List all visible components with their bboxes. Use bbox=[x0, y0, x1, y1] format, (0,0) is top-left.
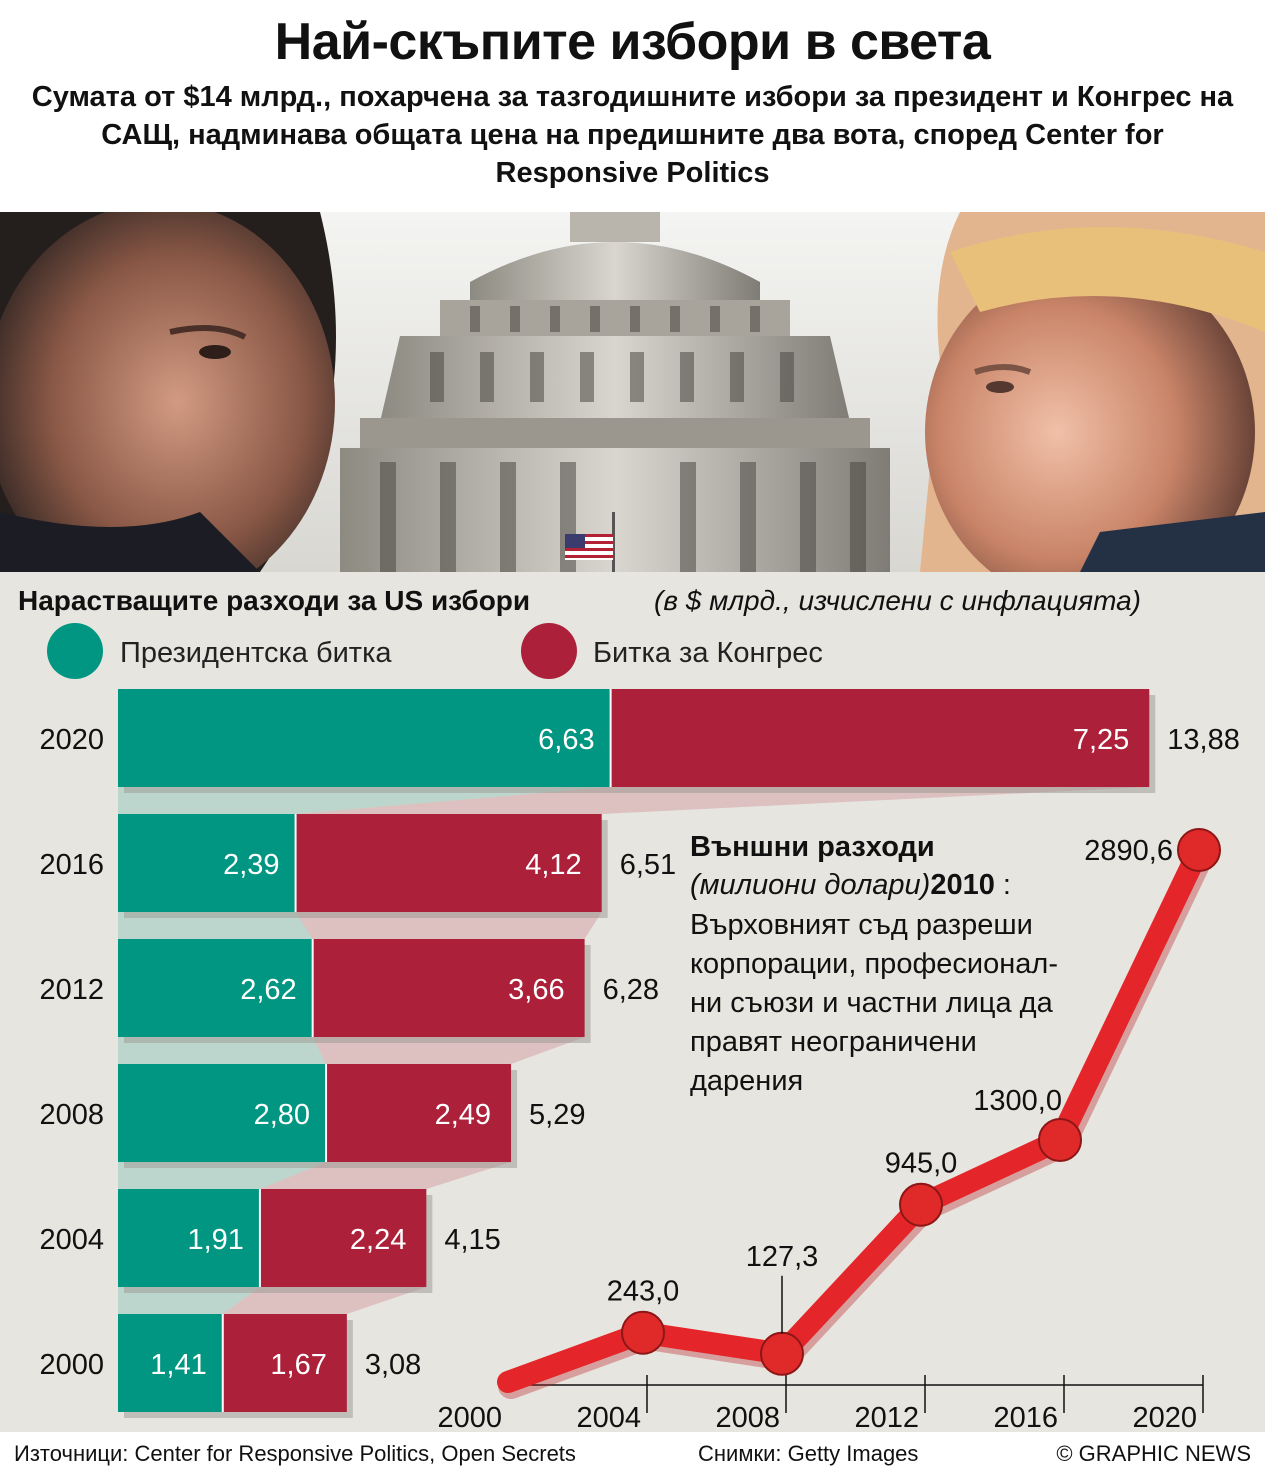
legend-swatch-congress bbox=[521, 623, 577, 679]
line-value-label-2012: 945,0 bbox=[885, 1148, 958, 1180]
annotation-line: Върховният съд разреши bbox=[690, 909, 1033, 941]
value-label-presidential-2020: 6,63 bbox=[538, 724, 594, 756]
value-label-congress-2000: 1,67 bbox=[270, 1349, 326, 1381]
total-label-2004: 4,15 bbox=[444, 1224, 500, 1256]
legend-swatch-presidential bbox=[47, 623, 103, 679]
year-label-2004: 2004 bbox=[39, 1224, 104, 1256]
copyright: © GRAPHIC NEWS bbox=[1056, 1441, 1251, 1466]
value-label-congress-2004: 2,24 bbox=[350, 1224, 406, 1256]
us-flag bbox=[565, 512, 615, 572]
value-label-presidential-2000: 1,41 bbox=[150, 1349, 206, 1381]
line-x-tick-label-2008: 2008 bbox=[715, 1402, 780, 1432]
bar-presidential-2016 bbox=[118, 814, 296, 912]
source-credit: Източници: Center for Responsive Politic… bbox=[14, 1441, 576, 1466]
annotation-line: ни съюзи и частни лица да bbox=[690, 987, 1054, 1019]
capitol-dome bbox=[340, 212, 890, 572]
header: Най-скъпите избори в света Сумата от $14… bbox=[0, 0, 1265, 212]
page-title: Най-скъпите избори в света bbox=[274, 13, 991, 71]
annotation-line: дарения bbox=[690, 1065, 803, 1097]
line-chart-subtitle: (милиони долари)2010 : bbox=[690, 869, 1011, 901]
bar-presidential-2004 bbox=[118, 1189, 260, 1287]
value-label-presidential-2012: 2,62 bbox=[240, 974, 296, 1006]
value-label-congress-2012: 3,66 bbox=[508, 974, 564, 1006]
connector-presidential bbox=[118, 1287, 260, 1314]
line-value-label-2020: 2890,6 bbox=[1084, 835, 1173, 867]
bar-congress-2012 bbox=[312, 939, 585, 1037]
line-chart: 2000 2004 2008 2012 2016 2020 243,0 127,3 945,0 1… bbox=[437, 828, 1221, 1432]
line-x-tick-label-2012: 2012 bbox=[854, 1402, 919, 1432]
year-label-2012: 2012 bbox=[39, 974, 104, 1006]
total-label-2012: 6,28 bbox=[603, 974, 659, 1006]
annotation-line: правят неограничени bbox=[690, 1026, 977, 1058]
line-chart-unit: (милиони долари) bbox=[690, 869, 930, 901]
total-label-2000: 3,08 bbox=[365, 1349, 421, 1381]
bar-presidential-2012 bbox=[118, 939, 313, 1037]
value-label-congress-2020: 7,25 bbox=[1073, 724, 1129, 756]
line-x-tick-label-2000: 2000 bbox=[437, 1402, 502, 1432]
total-label-2020: 13,88 bbox=[1167, 724, 1240, 756]
year-label-2020: 2020 bbox=[39, 724, 104, 756]
line-x-tick-label-2004: 2004 bbox=[576, 1402, 641, 1432]
line-value-label-2016: 1300,0 bbox=[973, 1085, 1062, 1117]
line-series bbox=[497, 839, 1210, 1393]
page-subtitle: Сумата от $14 млрд., похарчена за тазгод… bbox=[31, 81, 1234, 189]
chart-area: Нарастващите разходи за US избори (в $ м… bbox=[18, 585, 1240, 1432]
bar-congress-2004 bbox=[259, 1189, 427, 1287]
line-chart-annotation: Външни разходи (милиони долари)2010 : Въ… bbox=[690, 831, 1058, 1097]
connector-presidential bbox=[118, 912, 313, 939]
connector-presidential bbox=[118, 787, 611, 814]
year-label-2016: 2016 bbox=[39, 849, 104, 881]
line-value-label-2008: 127,3 bbox=[746, 1241, 819, 1273]
line-x-tick-label-2020: 2020 bbox=[1132, 1402, 1197, 1432]
line-chart-title: Външни разходи bbox=[690, 831, 935, 863]
line-point-2012 bbox=[899, 1182, 943, 1227]
portrait-right bbox=[920, 212, 1265, 572]
value-label-congress-2016: 4,12 bbox=[525, 849, 581, 881]
line-point-2020 bbox=[1177, 828, 1221, 872]
annotation-year: 2010 bbox=[930, 869, 995, 901]
bar-chart-unit: (в $ млрд., изчислени с инфлацията) bbox=[654, 585, 1141, 616]
value-label-presidential-2016: 2,39 bbox=[223, 849, 279, 881]
line-point-2016 bbox=[1038, 1117, 1082, 1162]
value-label-presidential-2004: 1,91 bbox=[187, 1224, 243, 1256]
bar-presidential-2000 bbox=[118, 1314, 223, 1412]
bar-chart-title: Нарастващите разходи за US избори bbox=[18, 585, 530, 616]
line-point-2004 bbox=[621, 1310, 665, 1355]
connector-congress bbox=[312, 1037, 585, 1064]
year-label-2000: 2000 bbox=[39, 1349, 104, 1381]
annotation-line: корпорации, професионал- bbox=[690, 948, 1058, 980]
line-point-2008 bbox=[760, 1331, 804, 1376]
annotation-text: Върховният съд разреши корпорации, профес… bbox=[690, 909, 1058, 1097]
year-label-2008: 2008 bbox=[39, 1099, 104, 1131]
connector-congress bbox=[259, 1162, 512, 1189]
stacked-bar-chart: 2020 6,63 7,25 13,88 2016 2,39 4,12 6,51 2012 2,6… bbox=[39, 689, 1240, 1418]
bar-presidential-2008 bbox=[118, 1064, 327, 1162]
connector-congress bbox=[222, 1287, 427, 1314]
legend: Президентска битка Битка за Конгрес bbox=[47, 623, 823, 679]
connector-congress bbox=[295, 912, 602, 939]
footer: Източници: Center for Responsive Politic… bbox=[0, 1432, 1265, 1477]
connector-congress bbox=[295, 787, 1150, 814]
bar-congress-2020 bbox=[610, 689, 1150, 787]
bar-presidential-2020 bbox=[118, 689, 611, 787]
connector-presidential bbox=[118, 1037, 327, 1064]
bar-congress-2016 bbox=[295, 814, 602, 912]
bar-congress-2000 bbox=[222, 1314, 347, 1412]
legend-label-congress: Битка за Конгрес bbox=[593, 637, 823, 669]
total-label-2016: 6,51 bbox=[620, 849, 676, 881]
total-label-2008: 5,29 bbox=[529, 1099, 585, 1131]
photo-banner bbox=[0, 212, 1265, 572]
portrait-left bbox=[0, 212, 336, 572]
line-x-tick-label-2016: 2016 bbox=[993, 1402, 1058, 1432]
bar-congress-2008 bbox=[326, 1064, 512, 1162]
legend-label-presidential: Президентска битка bbox=[120, 637, 392, 669]
annotation-colon: : bbox=[995, 869, 1011, 901]
value-label-congress-2008: 2,49 bbox=[435, 1099, 491, 1131]
connector-presidential bbox=[118, 1162, 327, 1189]
line-value-label-2004: 243,0 bbox=[607, 1276, 680, 1308]
value-label-presidential-2008: 2,80 bbox=[254, 1099, 310, 1131]
photo-credit: Снимки: Getty Images bbox=[698, 1441, 919, 1466]
